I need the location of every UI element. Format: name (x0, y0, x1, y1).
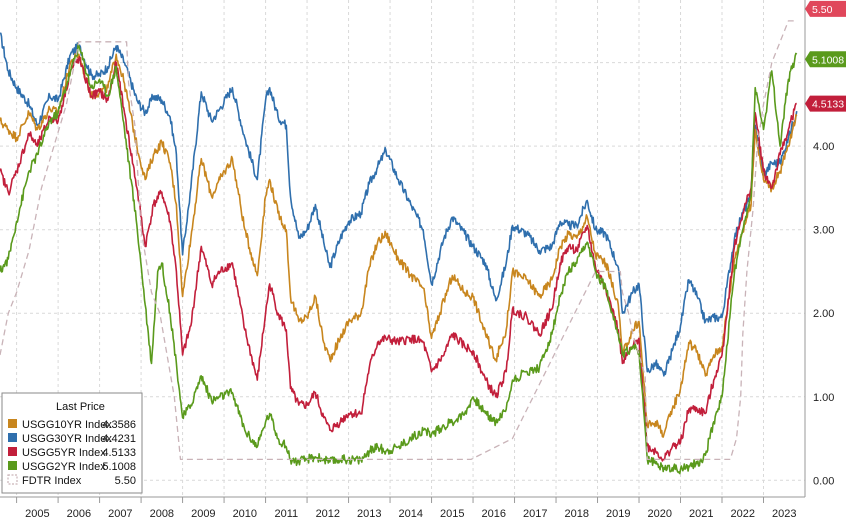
series-line (0, 32, 798, 377)
legend-swatch (8, 461, 17, 470)
last-price-tags: 5.50 5.1008 4.5133 (805, 0, 846, 112)
price-tag-label: 5.50 (812, 4, 833, 16)
legend-entry: USGG5YR Index 4.5133 (8, 447, 136, 459)
x-tick-label: 2007 (108, 508, 132, 520)
legend-label: USGG5YR Index (22, 447, 106, 459)
x-tick-label: 2022 (731, 508, 755, 520)
legend-label: USGG30YR Index (22, 433, 112, 445)
x-tick-label: 2023 (772, 508, 796, 520)
legend-entry: USGG10YR Index 4.3586 (8, 419, 136, 431)
price-tag (805, 0, 846, 17)
x-tick-label: 2014 (399, 508, 423, 520)
price-tag-label: 4.5133 (812, 99, 844, 111)
y-tick-label: 4.00 (813, 141, 834, 153)
legend-value: 4.5133 (102, 447, 136, 459)
x-tick-label: 2009 (191, 508, 215, 520)
x-tick-label: 2011 (274, 508, 298, 520)
x-tick-label: 2006 (67, 508, 91, 520)
series-line (0, 20, 797, 461)
x-tick-label: 2010 (233, 508, 257, 520)
y-tick-label: 0.00 (813, 475, 834, 487)
x-tick-label: 2017 (523, 508, 547, 520)
price-tag-label: 5.1008 (812, 54, 844, 66)
legend-label: FDTR Index (22, 475, 82, 487)
price-tag (805, 95, 846, 112)
legend-box (1, 392, 143, 494)
legend-label: USGG2YR Index (22, 461, 106, 473)
series-line (0, 53, 798, 438)
legend-entry: USGG2YR Index 5.1008 (8, 461, 136, 473)
x-tick-label: 2019 (606, 508, 630, 520)
series-layer (0, 20, 798, 475)
legend-entry: FDTR Index 5.50 (7, 474, 136, 487)
legend-value: 5.1008 (102, 461, 136, 473)
x-tick-label: 2018 (565, 508, 589, 520)
x-tick-label: 2020 (648, 508, 672, 520)
legend-title: Last Price (56, 401, 105, 413)
legend: Last Price USGG10YR Index 4.3586 USGG30Y… (1, 392, 143, 494)
x-tick-label: 2021 (689, 508, 713, 520)
legend-value: 4.4231 (102, 433, 136, 445)
y-tick-label: 3.00 (813, 225, 834, 237)
legend-entry: USGG30YR Index 4.4231 (8, 433, 136, 445)
x-tick-label: 2008 (150, 508, 174, 520)
y-tick-label: 2.00 (813, 308, 834, 320)
x-tick-label: 2015 (440, 508, 464, 520)
legend-swatch (8, 433, 17, 442)
y-axis-ticks: 0.001.002.003.004.005.00 (813, 58, 834, 488)
legend-swatch (8, 419, 17, 428)
legend-label: USGG10YR Index (22, 419, 112, 431)
x-axis-ticks: 2005 2006 2007 2008 2009 2010 2011 2012 2013 2014… (16, 497, 796, 520)
legend-value: 4.3586 (102, 419, 136, 431)
x-tick-label: 2016 (482, 508, 506, 520)
series-line (0, 43, 798, 475)
x-tick-label: 2012 (316, 508, 340, 520)
legend-swatch (7, 474, 18, 485)
legend-value: 5.50 (115, 475, 136, 487)
x-tick-label: 2005 (25, 508, 49, 520)
price-tag (805, 51, 846, 68)
x-tick-label: 2013 (357, 508, 381, 520)
legend-swatch (8, 447, 17, 456)
y-tick-label: 1.00 (813, 392, 834, 404)
